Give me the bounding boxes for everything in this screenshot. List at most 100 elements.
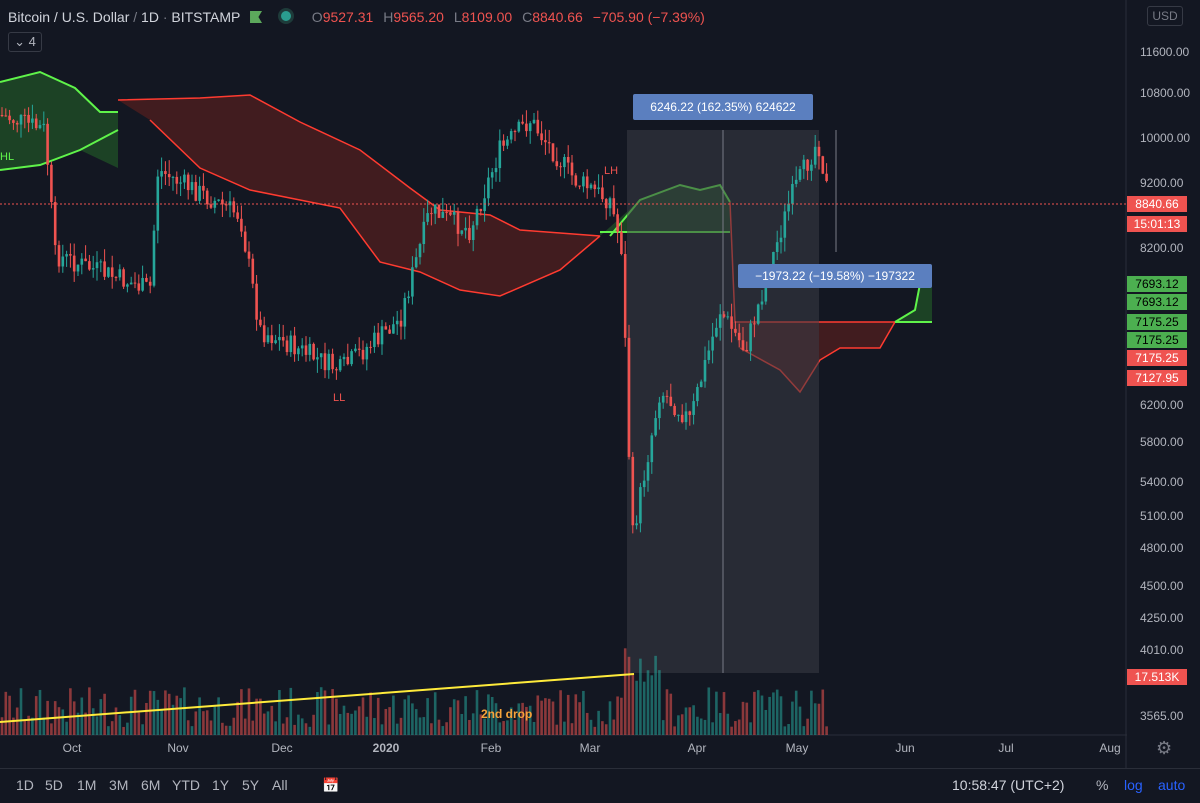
volume-bar (551, 701, 555, 735)
lh-label: LH (604, 165, 618, 177)
gear-icon[interactable]: ⚙ (1156, 738, 1173, 758)
candle (122, 269, 125, 287)
indicators-toggle[interactable]: ⌄ 4 (8, 32, 42, 52)
cloud-line (117, 94, 601, 237)
currency-badge[interactable]: USD (1147, 6, 1183, 26)
volume-bar (437, 719, 441, 735)
volume-bar (95, 716, 99, 735)
candle (456, 211, 460, 234)
volume-bar (137, 712, 141, 735)
volume-bar (468, 719, 471, 735)
indicator-count: 4 (28, 34, 36, 49)
volume-bar (243, 718, 247, 735)
candle (361, 349, 365, 360)
volume-bar (760, 695, 764, 735)
candle (825, 173, 828, 182)
candle (677, 414, 680, 416)
volume-bar (422, 717, 426, 735)
volume-bar (574, 694, 578, 735)
volume-bar (684, 707, 688, 735)
candle (642, 480, 646, 488)
range-down-box (738, 264, 932, 288)
candle (23, 114, 27, 116)
volume-bar (270, 705, 274, 735)
candle (661, 395, 665, 403)
volume-bar (665, 689, 669, 735)
candle (726, 316, 730, 318)
price-chart[interactable]: 11600.00 10800.00 10000.00 9200.00 8200.00 62… (0, 0, 1200, 768)
candle (696, 387, 699, 402)
volume-bar (373, 718, 376, 735)
volume-bar (726, 713, 730, 735)
candle (50, 164, 53, 202)
candle (627, 337, 631, 457)
volume-bar (517, 703, 521, 735)
range-up-label: 6246.22 (162.35%) 624622 (650, 100, 796, 114)
interval[interactable]: 1D (141, 9, 159, 25)
candle (114, 276, 118, 278)
tf-3m[interactable]: 3M (109, 777, 129, 793)
volume-bar (365, 716, 369, 735)
candle (209, 204, 213, 208)
candle (243, 231, 247, 252)
candle (578, 185, 581, 187)
calendar-icon[interactable]: 📅 (322, 777, 340, 793)
price-tag: 7693.12 (1127, 294, 1187, 310)
tf-1d[interactable]: 1D (16, 777, 34, 793)
candle (715, 327, 718, 337)
volume-bar (114, 707, 118, 735)
candle (756, 304, 760, 324)
candle (566, 156, 570, 163)
flag-icon[interactable] (250, 11, 263, 23)
volume-bar (418, 717, 422, 735)
x-tick-label: Oct (63, 741, 82, 755)
tf-5y[interactable]: 5Y (242, 777, 260, 793)
volume-bar (266, 711, 270, 735)
exchange: BITSTAMP (171, 9, 241, 25)
candle (464, 227, 467, 231)
candle (426, 213, 429, 222)
volume-bar (475, 690, 479, 735)
auto-toggle[interactable]: auto (1158, 777, 1186, 793)
candle (551, 143, 555, 162)
symbol-name[interactable]: Bitcoin / U.S. Dollar (8, 9, 130, 25)
candle (145, 277, 148, 282)
volume-bar (601, 721, 604, 735)
volume-bar (346, 712, 350, 735)
volume-bar (620, 697, 623, 735)
candle (475, 208, 479, 226)
y-tick-label: 4250.00 (1140, 611, 1184, 625)
tf-1y[interactable]: 1Y (212, 777, 230, 793)
candle (323, 353, 327, 371)
volume-bar (164, 690, 167, 735)
cloud-line (149, 119, 601, 297)
volume-bar (673, 726, 676, 735)
volume-bar (148, 690, 152, 735)
volume-bar (506, 720, 509, 735)
volume-bar (57, 707, 61, 735)
volume-bar (810, 690, 813, 735)
candle (764, 279, 768, 302)
x-tick-label: Mar (580, 741, 601, 755)
tf-6m[interactable]: 6M (141, 777, 161, 793)
volume-bar (441, 726, 445, 735)
volume-bar (635, 680, 638, 735)
tf-1m[interactable]: 1M (77, 777, 97, 793)
price-tag: 17.513K (1127, 669, 1187, 685)
volume-bar (460, 713, 464, 735)
y-tick-label: 5800.00 (1140, 435, 1184, 449)
volume-bar (228, 725, 232, 735)
volume-bar (327, 724, 331, 735)
volume-bar (449, 707, 452, 735)
volume-bar (555, 724, 559, 735)
candle (441, 211, 445, 218)
volume-bar (513, 719, 517, 735)
candle (0, 115, 4, 116)
candle (171, 176, 175, 178)
tf-ytd[interactable]: YTD (172, 777, 200, 793)
percent-toggle[interactable]: % (1096, 777, 1109, 793)
log-toggle[interactable]: log (1124, 777, 1143, 793)
tf-5d[interactable]: 5D (45, 777, 63, 793)
tf-all[interactable]: All (272, 777, 288, 793)
volume-bar (278, 690, 281, 735)
